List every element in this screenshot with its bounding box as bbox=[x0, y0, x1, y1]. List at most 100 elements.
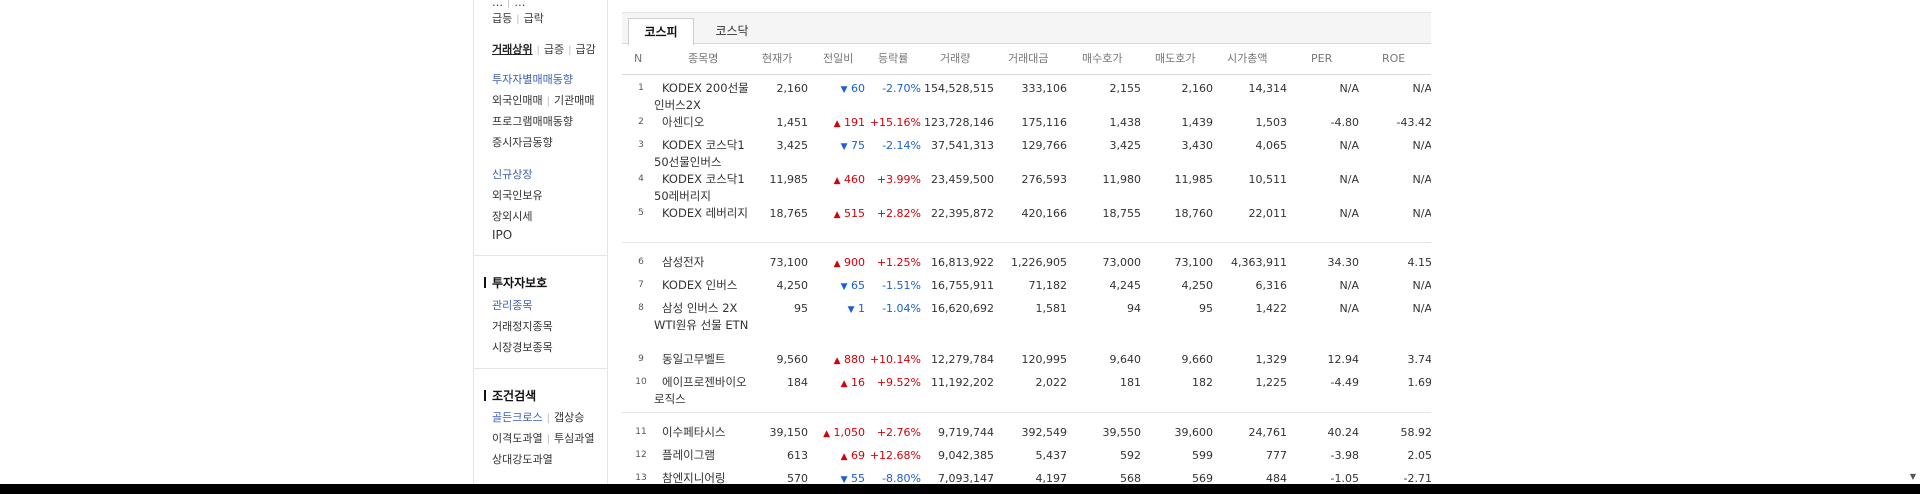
volume-cell: 11,192,202 bbox=[931, 376, 994, 389]
bid-cell: 592 bbox=[1120, 449, 1141, 462]
sidebar-link-surge[interactable]: 급등 bbox=[492, 12, 513, 25]
amount-cell: 120,995 bbox=[1021, 353, 1068, 366]
diff-cell: ▲ 900 bbox=[834, 254, 865, 273]
row-group-divider bbox=[622, 412, 1431, 413]
rank-cell: 3 bbox=[638, 140, 644, 150]
triangle-up-icon: ▲ bbox=[833, 259, 841, 269]
tab-kosdaq[interactable]: 코스닥 bbox=[715, 24, 749, 38]
price-cell: 570 bbox=[787, 472, 808, 484]
sidebar-link-gap-up[interactable]: 갭상승 bbox=[553, 411, 585, 424]
sidebar-heading-condition-search: 조건검색 bbox=[484, 387, 536, 404]
triangle-up-icon: ▲ bbox=[833, 210, 841, 220]
triangle-down-icon: ▼ bbox=[847, 305, 855, 315]
market-cap-cell: 4,363,911 bbox=[1231, 256, 1287, 269]
column-header-price: 현재가 bbox=[762, 52, 793, 65]
rank-cell: 1 bbox=[638, 83, 644, 93]
sidebar-link-program-trade[interactable]: 프로그램매매동향 bbox=[492, 115, 573, 128]
heading-text: 조건검색 bbox=[492, 389, 537, 403]
sidebar-link-new-listing[interactable]: 신규상장 bbox=[492, 168, 533, 181]
rate-cell: +1.25% bbox=[876, 256, 921, 269]
sidebar-link-trading-top[interactable]: 거래상위 bbox=[492, 43, 533, 56]
diff-cell: ▲ 69 bbox=[841, 447, 865, 466]
sidebar-link-disparity-overheat[interactable]: 이격도과열 bbox=[492, 432, 543, 445]
sidebar-link-foreign-trade[interactable]: 외국인매매 bbox=[492, 94, 543, 107]
market-cap-cell: 777 bbox=[1266, 449, 1287, 462]
sidebar-link-managed-stocks[interactable]: 관리종목 bbox=[492, 299, 533, 312]
sidebar-link-institution-trade[interactable]: 기관매매 bbox=[553, 94, 595, 107]
stock-name-link[interactable]: 에이프로젠바이오로직스 bbox=[654, 375, 747, 406]
stock-name-link[interactable]: 동일고무벨트 bbox=[662, 352, 726, 366]
volume-cell: 9,719,744 bbox=[938, 426, 994, 439]
column-header-volume: 거래량 bbox=[940, 52, 971, 65]
scroll-down-arrow-icon[interactable]: ▼ bbox=[1909, 472, 1916, 481]
stock-name-link[interactable]: KODEX 레버리지 bbox=[662, 206, 748, 220]
triangle-down-icon: ▼ bbox=[840, 475, 848, 484]
amount-cell: 5,437 bbox=[1035, 449, 1068, 462]
bid-cell: 9,640 bbox=[1109, 353, 1142, 366]
price-cell: 3,425 bbox=[776, 139, 809, 152]
separator: | bbox=[546, 413, 550, 424]
sidebar-divider bbox=[474, 368, 607, 369]
market-cap-cell: 10,511 bbox=[1248, 173, 1288, 186]
stock-name-link[interactable]: 이수페타시스 bbox=[662, 425, 726, 439]
sidebar-link-suspended-stocks[interactable]: 거래정지종목 bbox=[492, 320, 553, 333]
amount-cell: 129,766 bbox=[1021, 139, 1068, 152]
sidebar-link-ipo[interactable]: IPO bbox=[492, 228, 513, 242]
rank-cell: 8 bbox=[638, 303, 644, 313]
separator: | bbox=[536, 45, 540, 56]
diff-value: 75 bbox=[851, 139, 865, 152]
triangle-down-icon: ▼ bbox=[840, 85, 848, 95]
per-cell: -4.80 bbox=[1330, 116, 1359, 129]
price-cell: 9,560 bbox=[776, 353, 809, 366]
sidebar-link-offhours-price[interactable]: 장외시세 bbox=[492, 210, 533, 223]
stock-name-link[interactable]: 플레이그램 bbox=[662, 448, 715, 462]
stock-name-link[interactable]: 삼성전자 bbox=[662, 255, 705, 269]
ask-cell: 4,250 bbox=[1181, 279, 1214, 292]
sidebar-link-golden-cross[interactable]: 골든크로스 bbox=[492, 411, 543, 424]
amount-cell: 2,022 bbox=[1035, 376, 1068, 389]
stock-name-link[interactable]: 삼성 인버스 2X WTI원유 선물 ETN bbox=[654, 301, 749, 332]
rate-cell: -2.14% bbox=[882, 139, 921, 152]
column-header-ask: 매도호가 bbox=[1155, 52, 1196, 65]
sidebar-link-market-warning[interactable]: 시장경보종목 bbox=[492, 341, 553, 354]
diff-value: 69 bbox=[851, 449, 865, 462]
sidebar-link-sentiment-overheat[interactable]: 투심과열 bbox=[553, 432, 595, 445]
rank-cell: 7 bbox=[638, 280, 644, 290]
roe-cell: 1.69 bbox=[1407, 376, 1432, 389]
price-cell: 11,985 bbox=[769, 173, 809, 186]
stock-name-link[interactable]: 참엔지니어링 bbox=[662, 471, 726, 484]
diff-cell: ▲ 880 bbox=[834, 351, 865, 370]
column-header-name: 종목명 bbox=[688, 52, 719, 65]
stock-name-link[interactable]: KODEX 인버스 bbox=[662, 278, 738, 292]
bid-cell: 4,245 bbox=[1109, 279, 1142, 292]
rank-cell: 11 bbox=[635, 427, 647, 437]
column-header-diff: 전일비 bbox=[823, 52, 854, 65]
diff-value: 65 bbox=[851, 279, 865, 292]
stock-name-cell: 플레이그램 bbox=[654, 447, 750, 464]
stock-name-link[interactable]: 아센디오 bbox=[662, 115, 705, 129]
sidebar-link-volume-drop[interactable]: 급감 bbox=[575, 43, 596, 56]
sidebar-link-plunge[interactable]: 급락 bbox=[523, 12, 544, 25]
volume-cell: 123,728,146 bbox=[924, 116, 994, 129]
sidebar-link-volume-surge[interactable]: 급증 bbox=[543, 43, 565, 56]
sidebar-link-foreign-holding[interactable]: 외국인보유 bbox=[492, 189, 543, 202]
triangle-down-icon: ▼ bbox=[840, 142, 848, 152]
stock-name-link[interactable]: KODEX 200선물인버스2X bbox=[654, 81, 749, 112]
sidebar-link-deposit-trend[interactable]: 증시자금동향 bbox=[492, 136, 553, 149]
stock-name-link[interactable]: KODEX 코스닥150레버리지 bbox=[654, 172, 745, 203]
per-cell: 40.24 bbox=[1327, 426, 1360, 439]
sidebar-cut-link-1[interactable]: … bbox=[492, 0, 503, 9]
tab-kospi[interactable]: 코스피 bbox=[628, 18, 694, 46]
sidebar-link-rsi-overheat[interactable]: 상대강도과열 bbox=[492, 453, 553, 466]
sidebar-link-investor-trend[interactable]: 투자자별매매동향 bbox=[492, 73, 573, 86]
sidebar-cut-link-2[interactable]: … bbox=[514, 0, 526, 9]
stock-name-cell: 삼성 인버스 2X WTI원유 선물 ETN bbox=[654, 300, 750, 334]
price-cell: 18,765 bbox=[769, 207, 809, 220]
market-cap-cell: 484 bbox=[1266, 472, 1287, 484]
stock-name-link[interactable]: KODEX 코스닥150선물인버스 bbox=[654, 138, 745, 169]
per-cell: -1.05 bbox=[1330, 472, 1359, 484]
diff-value: 460 bbox=[844, 173, 865, 186]
bid-cell: 1,438 bbox=[1109, 116, 1142, 129]
sidebar-surge-row: 급등 | 급락 bbox=[492, 10, 544, 26]
market-cap-cell: 6,316 bbox=[1255, 279, 1288, 292]
